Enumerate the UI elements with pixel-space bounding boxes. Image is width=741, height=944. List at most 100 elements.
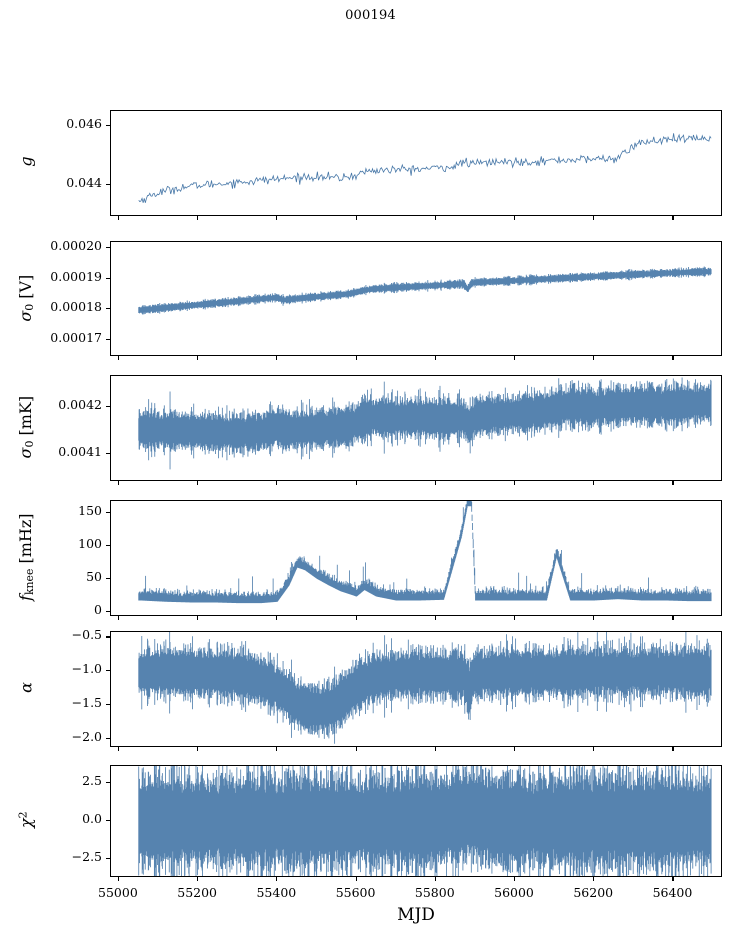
xtick-mark [593, 877, 595, 881]
xtick-mark [276, 481, 278, 485]
xtick-label: 56200 [573, 885, 614, 900]
yaxis-title: fknee [mHz] [15, 513, 37, 601]
xtick-mark [672, 481, 674, 485]
ytick-label: 0.0 [82, 811, 102, 826]
ytick-label: −1.5 [71, 695, 102, 711]
panel-chisq [110, 765, 722, 877]
ytick-label: 0.00018 [50, 299, 102, 315]
xtick-mark [355, 616, 357, 620]
ytick-mark [106, 858, 110, 860]
xtick-mark [593, 216, 595, 220]
ytick-mark [106, 610, 110, 612]
xtick-mark [276, 356, 278, 360]
xtick-mark [355, 216, 357, 220]
xtick-mark [434, 747, 436, 751]
ytick-label: 0.046 [66, 115, 102, 131]
ytick-label: 0.0042 [58, 396, 102, 412]
ytick-mark [106, 738, 110, 740]
ytick-label: 0.0041 [58, 444, 102, 459]
ytick-mark [106, 781, 110, 783]
xtick-mark [276, 616, 278, 620]
xtick-label: 55800 [414, 885, 455, 900]
ytick-mark [106, 405, 110, 407]
xtick-label: 55600 [335, 885, 376, 900]
xtick-mark [117, 216, 120, 220]
xtick-mark [514, 481, 516, 485]
yaxis-title: σ0 [mK] [15, 395, 37, 459]
ytick-mark [106, 670, 110, 672]
xtick-mark [434, 216, 436, 220]
panel-fknee [110, 500, 722, 616]
ytick-label: 0.044 [66, 175, 102, 191]
yaxis-title: α [16, 682, 36, 693]
xtick-label: 55400 [256, 885, 297, 900]
xtick-mark [197, 216, 199, 220]
xtick-mark [434, 616, 436, 620]
ytick-label: 2.5 [82, 772, 102, 788]
panel-alpha [110, 631, 722, 747]
xtick-mark [514, 216, 516, 220]
ytick-mark [106, 338, 110, 340]
ytick-label: 0 [94, 601, 102, 617]
ytick-label: −2.5 [71, 849, 102, 865]
xtick-mark [672, 216, 674, 220]
yaxis-title: g [16, 156, 36, 167]
xtick-mark [197, 747, 199, 751]
xtick-mark [434, 356, 436, 360]
ytick-mark [106, 277, 110, 279]
ytick-mark [106, 511, 110, 513]
xtick-mark [355, 877, 357, 881]
xtick-mark [514, 356, 516, 360]
xtick-mark [276, 216, 278, 220]
ytick-mark [106, 704, 110, 706]
ytick-label: −2.0 [71, 729, 102, 745]
xtick-mark [593, 481, 595, 485]
xtick-mark [514, 747, 516, 751]
ytick-mark [106, 577, 110, 579]
xtick-mark [672, 877, 674, 881]
xtick-mark [355, 747, 357, 751]
xtick-mark [514, 616, 516, 620]
panel-sigma0-volt [110, 241, 722, 356]
ytick-label: 0.00017 [50, 329, 102, 345]
ytick-label: 0.00020 [50, 238, 102, 254]
xtick-mark [593, 616, 595, 620]
ytick-mark [106, 453, 110, 455]
ytick-mark [106, 184, 110, 186]
yaxis-title: σ0 [V] [15, 274, 37, 322]
xtick-mark [117, 616, 120, 620]
xtick-mark [355, 481, 357, 485]
ytick-label: 100 [78, 535, 102, 551]
ytick-label: −1.0 [71, 661, 102, 677]
xtick-label: 55000 [98, 885, 138, 900]
ytick-mark [106, 544, 110, 546]
xtick-mark [434, 877, 436, 881]
panel-gain [110, 110, 722, 216]
ytick-label: 0.00019 [50, 268, 102, 284]
xtick-mark [276, 747, 278, 751]
xtick-mark [514, 877, 516, 881]
xtick-mark [197, 356, 199, 360]
xtick-mark [276, 877, 278, 881]
yaxis-title: χ2 [16, 811, 36, 829]
ytick-mark [106, 820, 110, 822]
xtick-mark [197, 877, 199, 881]
ytick-mark [106, 308, 110, 310]
xtick-mark [355, 356, 357, 360]
xtick-label: 56400 [652, 885, 693, 900]
panel-sigma0-mk [110, 375, 722, 481]
xtick-mark [434, 481, 436, 485]
xtick-mark [197, 616, 199, 620]
xtick-label: 56000 [494, 885, 534, 900]
xtick-label: 55200 [177, 885, 218, 900]
xaxis-label: MJD [397, 905, 435, 925]
xtick-mark [117, 356, 120, 360]
xtick-mark [117, 481, 120, 485]
figure-title: 000194 [345, 8, 396, 23]
xtick-mark [117, 877, 120, 881]
xtick-mark [672, 616, 674, 620]
ytick-label: 50 [86, 568, 102, 584]
ytick-mark [106, 247, 110, 249]
xtick-mark [593, 356, 595, 360]
